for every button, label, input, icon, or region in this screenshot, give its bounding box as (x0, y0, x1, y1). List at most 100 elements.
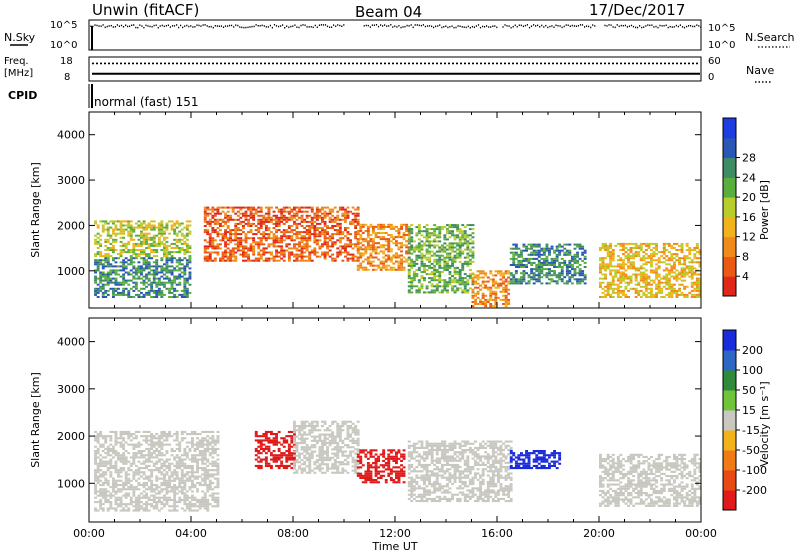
heatmap-cell (137, 481, 141, 484)
heatmap-cell (438, 256, 442, 259)
heatmap-cell (637, 269, 641, 272)
heatmap-cell (285, 245, 289, 248)
heatmap-cell (629, 287, 633, 290)
heatmap-cell (458, 232, 462, 235)
heatmap-cell (122, 452, 126, 455)
heatmap-cell (622, 289, 625, 292)
heatmap-cell (224, 233, 227, 236)
heatmap-cell (298, 259, 301, 262)
heatmap-cell (132, 228, 136, 231)
heatmap-cell (377, 223, 380, 226)
heatmap-cell (318, 214, 322, 217)
heatmap-cell (471, 296, 475, 299)
heatmap-cell (134, 486, 138, 489)
heatmap-cell (650, 287, 653, 290)
heatmap-cell (145, 492, 148, 495)
heatmap-cell (249, 225, 253, 227)
heatmap-cell (476, 292, 480, 295)
heatmap-cell (94, 475, 97, 478)
heatmap-cell (680, 267, 684, 270)
heatmap-cell (267, 206, 271, 209)
heatmap-cell (165, 437, 169, 440)
colorbar-frame (722, 117, 737, 297)
heatmap-cell (507, 282, 511, 285)
heatmap-cell (142, 261, 146, 264)
heatmap-cell (604, 265, 607, 268)
heatmap-cell (305, 237, 309, 240)
heatmap-cell (688, 251, 692, 254)
heatmap-cell (277, 218, 281, 221)
heatmap-cell (119, 501, 123, 504)
heatmap-cell (157, 498, 161, 501)
heatmap-cell (112, 445, 115, 448)
heatmap-cell (122, 484, 126, 487)
heatmap-cell (180, 477, 184, 480)
heatmap-cell (354, 216, 358, 219)
heatmap-cell (494, 282, 498, 285)
heatmap-cell (622, 277, 625, 280)
heatmap-cell (203, 507, 207, 510)
heatmap-cell (410, 252, 414, 255)
heatmap-cell (206, 212, 210, 215)
heatmap-cell (667, 296, 671, 298)
heatmap-cell (629, 261, 633, 264)
heatmap-cell (152, 275, 156, 278)
heatmap-cell (430, 254, 434, 257)
heatmap-cell (481, 276, 485, 279)
heatmap-cell (132, 477, 136, 480)
heatmap-cell (540, 270, 544, 273)
heatmap-cell (629, 247, 633, 249)
heatmap-cell (517, 280, 521, 283)
heatmap-cell (690, 249, 694, 251)
nsky-sample (510, 27, 512, 29)
heatmap-cell (313, 253, 317, 256)
heatmap-cell (242, 231, 245, 234)
heatmap-cell (180, 454, 184, 457)
heatmap-cell (142, 263, 146, 266)
heatmap-cell (157, 265, 161, 268)
heatmap-cell (150, 452, 154, 455)
heatmap-cell (180, 471, 184, 474)
nsky-sample (431, 25, 433, 28)
heatmap-cell (198, 503, 202, 506)
heatmap-cell (203, 212, 207, 215)
nsky-sample (559, 25, 561, 27)
heatmap-cell (140, 253, 143, 256)
heatmap-cell (216, 251, 220, 254)
heatmap-cell (216, 212, 220, 215)
heatmap-cell (147, 456, 151, 459)
heatmap-cell (634, 247, 638, 249)
heatmap-cell (471, 301, 475, 303)
heatmap-cell (129, 228, 133, 231)
heatmap-cell (545, 261, 549, 264)
heatmap-cell (99, 492, 103, 495)
heatmap-cell (247, 237, 250, 240)
heatmap-cell (430, 228, 434, 231)
heatmap-cell (150, 269, 154, 272)
heatmap-cell (412, 264, 416, 267)
heatmap-cell (453, 258, 457, 261)
heatmap-cell (616, 269, 620, 272)
heatmap-cell (346, 212, 350, 215)
heatmap-cell (642, 255, 646, 258)
heatmap-cell (145, 232, 148, 235)
heatmap-cell (112, 467, 115, 470)
heatmap-cell (611, 251, 615, 254)
nsky-sample (377, 25, 380, 28)
heatmap-cell (277, 220, 281, 223)
heatmap-cell (655, 263, 658, 266)
heatmap-cell (491, 280, 495, 283)
heatmap-cell (609, 269, 613, 272)
heatmap-cell (226, 216, 230, 219)
heatmap-cell (693, 267, 697, 270)
heatmap-cell (203, 208, 207, 211)
heatmap-cell (627, 275, 630, 278)
heatmap-cell (293, 222, 296, 225)
heatmap-cell (678, 249, 681, 251)
heatmap-cell (170, 447, 174, 450)
heatmap-cell (152, 244, 156, 247)
heatmap-cell (236, 247, 240, 250)
heatmap-cell (440, 271, 444, 273)
heatmap-cell (216, 235, 220, 238)
heatmap-cell (346, 253, 350, 256)
